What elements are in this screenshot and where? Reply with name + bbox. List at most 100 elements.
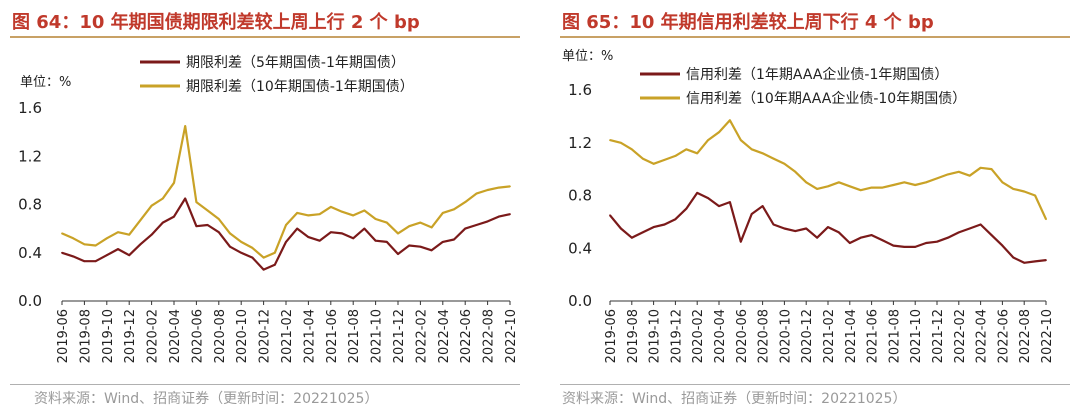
right-series-1-point [805,227,808,230]
left-series-1-point [397,253,399,255]
left-xtick-label: 2021-02 [280,309,295,363]
left-xtick-label: 2019-06 [56,309,71,363]
left-xtick-label: 2021-12 [392,309,407,363]
right-series-2-point [936,177,938,180]
right-series-2-point [859,189,862,192]
right-xtick-label: 2020-02 [691,309,706,363]
left-series-1-point [408,244,411,247]
right-ytick-label: 1.2 [568,134,592,152]
left-title-rule [10,36,520,38]
right-series-1-point [696,191,699,194]
left-series-2-point [150,204,153,207]
left-series-2-point [430,226,433,229]
right-xtick-label: 2020-12 [800,309,815,363]
left-series-2-point [184,125,187,127]
right-series-2-point [914,184,917,186]
right-xtick-label: 2020-08 [757,309,772,363]
right-series-1-point [772,223,775,226]
left-series-1-point [184,197,187,200]
right-source-rule [560,384,1070,385]
left-series-1-point [83,260,86,263]
left-series-2-point [374,218,377,220]
left-series-2-point [173,181,175,184]
right-series-1-point [968,227,971,230]
right-series-2-point [816,188,818,190]
right-xtick-label: 2021-06 [866,309,881,363]
left-series-2-point [240,240,243,243]
left-series-1-point [296,227,299,230]
left-series-2-point [72,237,75,240]
right-series-1-point [859,236,862,239]
right-series-1-point [783,227,786,230]
right-series-2-point [761,152,764,155]
right-xtick-label: 2021-04 [844,309,859,363]
left-xtick-label: 2021-06 [325,309,340,363]
left-series-1-point [128,254,131,257]
left-series-1-point [486,220,489,223]
right-series-1-point [739,240,742,243]
right-series-2-point [870,186,873,189]
right-series-2-point [979,166,982,169]
left-source-rule [10,384,520,385]
left-series-1-point [173,215,175,218]
left-line-chart: 单位：% 0.0 0.4 0.8 1.2 1.6 2019-06 2019-08 2019-10… [18,55,519,363]
right-series-2-point [947,173,949,176]
left-xtick-label: 2021-04 [302,309,317,363]
right-line-chart: 单位：% 0.0 0.4 0.8 1.2 1.6 2019-06 2019-08 2019-10… [562,49,1055,363]
left-series-1-point [273,263,276,266]
left-xtick-label: 2022-08 [482,309,497,363]
right-xtick-label: 2021-12 [931,309,946,363]
left-series-2-point [139,219,142,222]
right-xtick-label: 2022-02 [953,309,968,363]
left-series-2-point [363,209,366,212]
right-xtick-label: 2019-08 [626,309,641,363]
left-series-1-point [139,243,142,246]
right-series-2-point [707,139,709,142]
left-series-2-point [497,186,500,189]
left-series-1-point [251,256,254,259]
right-series-2-point [881,186,884,189]
right-xtick-label: 2019-12 [669,309,684,363]
left-series-2-point [117,231,119,234]
left-series-1-point [385,240,388,243]
right-series-1-point [761,205,764,207]
right-series-1-point [1023,261,1026,264]
left-series-2-point [464,201,467,203]
left-series-2-point [195,201,198,203]
left-series-1-point [117,248,119,251]
right-series-1-point [903,246,906,248]
left-series-1-point [419,245,422,248]
right-series-2-point [729,119,731,122]
right-series-2-point [609,139,611,142]
right-series-2-point [957,170,960,173]
left-series-2-point [105,237,108,240]
right-xtick-label: 2020-06 [735,309,750,363]
right-series-1-point [620,227,622,230]
right-series-1-point [1012,256,1015,259]
left-series-1-point [161,221,164,224]
right-xtick-label: 2019-10 [648,309,663,363]
left-series-2-point [329,206,332,208]
left-series-1-point [430,249,433,252]
right-ytick-label: 1.6 [568,81,592,99]
left-series-1-point [307,236,310,238]
left-series-1-point [363,227,366,230]
right-series-1-point [816,236,818,239]
left-series-2-point [441,212,444,214]
left-legend-label-1: 期限利差（5年期国债-1年期国债） [186,55,405,71]
right-series-2-point [827,185,829,188]
right-series-1-point [1045,259,1047,262]
right-series-1-point [990,234,993,236]
right-series-1-point [838,231,840,234]
right-xtick-label: 2022-08 [1018,309,1033,363]
right-series-1-point [957,231,960,234]
right-series-1-point [685,207,688,210]
left-series-2-point [285,224,287,226]
left-series-2-point [307,214,310,217]
right-xtick-label: 2021-02 [822,309,837,363]
right-series-1-point [652,226,655,229]
left-xtick-label: 2021-10 [370,309,385,363]
right-legend-label-2: 信用利差（10年期AAA企业债-10年期国债） [686,90,966,107]
right-series-1-point [641,231,644,234]
left-series-2-point [352,214,355,217]
